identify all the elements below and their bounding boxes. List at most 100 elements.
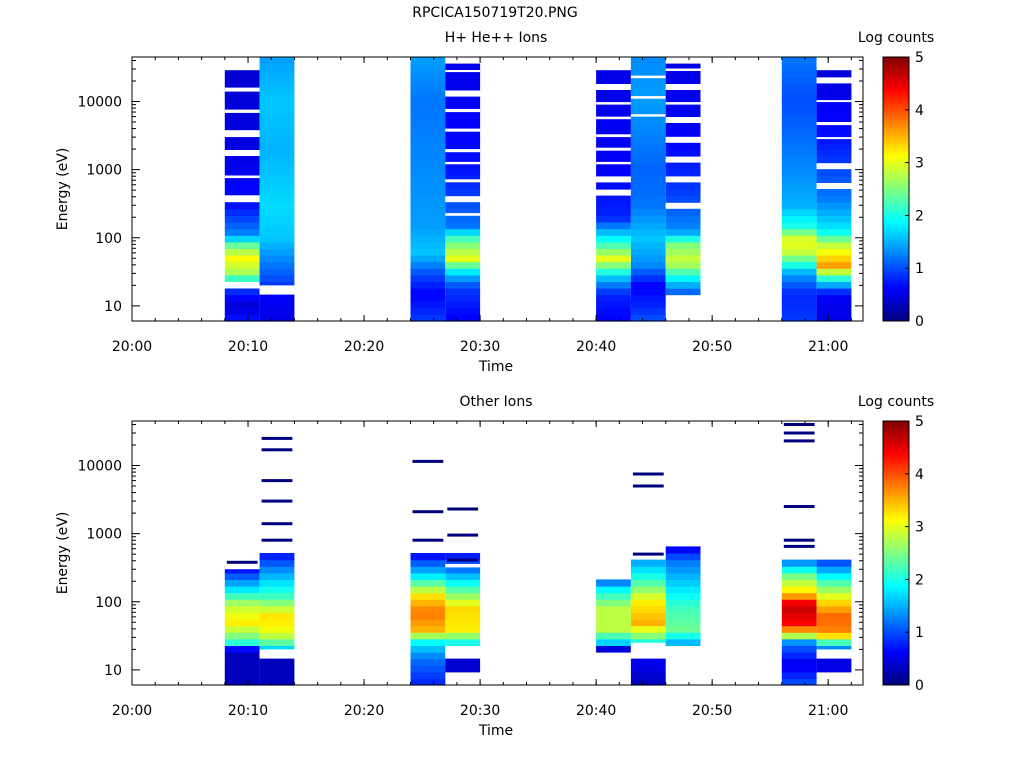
heatmap-cell	[816, 625, 852, 633]
heatmap-cell	[630, 301, 666, 309]
heatmap-cell	[410, 579, 446, 587]
heatmap-cell	[596, 70, 631, 78]
heatmap-cell	[665, 123, 701, 131]
heatmap-cell	[596, 314, 631, 322]
heatmap-cell	[816, 586, 852, 594]
heatmap-cell	[596, 142, 631, 150]
heatmap-cell	[410, 281, 446, 289]
heatmap-cell	[816, 605, 852, 613]
heatmap-cell	[259, 632, 295, 640]
heatmap-cell	[224, 235, 260, 243]
heatmap-cell	[630, 109, 666, 117]
heatmap-cell	[410, 149, 446, 157]
heatmap-cell	[630, 76, 666, 84]
heatmap-cell	[445, 248, 481, 256]
heatmap-cell	[596, 195, 631, 203]
heatmap-cell	[259, 605, 295, 613]
heatmap-cell	[781, 123, 817, 131]
heatmap-cell	[781, 116, 817, 124]
heatmap-cell	[630, 625, 666, 633]
colorbar	[882, 420, 910, 686]
heatmap-cell	[596, 307, 631, 315]
heatmap-cell	[630, 215, 666, 223]
heatmap-cell	[630, 156, 666, 164]
heatmap-cell	[596, 208, 631, 216]
heatmap-cell	[410, 70, 446, 78]
heatmap-cell	[596, 619, 631, 627]
heatmap-cell	[445, 612, 481, 620]
gap-stripe	[665, 86, 701, 90]
heatmap-cell	[781, 103, 817, 111]
heatmap-cell	[445, 215, 481, 223]
heatmap-cell	[410, 314, 446, 322]
heatmap-cell	[665, 70, 701, 78]
heatmap-cell	[410, 189, 446, 197]
heatmap-cell	[781, 645, 817, 653]
heatmap-cell	[781, 149, 817, 157]
isolated-count-line	[783, 505, 815, 508]
heatmap-cell	[259, 294, 295, 302]
heatmap-cell	[816, 142, 852, 150]
heatmap-cell	[224, 592, 260, 600]
heatmap-cell	[259, 579, 295, 587]
isolated-count-line	[783, 439, 815, 443]
heatmap-cell	[259, 566, 295, 574]
heatmap-cell	[665, 625, 701, 633]
isolated-count-line	[632, 472, 664, 476]
heatmap-cell	[259, 175, 295, 183]
heatmap-cell	[259, 90, 295, 98]
y-tick-label: 10	[104, 663, 122, 679]
gap-stripe	[816, 137, 852, 140]
heatmap-cell	[410, 605, 446, 613]
heatmap-cell	[630, 665, 666, 673]
heatmap-cell	[259, 274, 295, 282]
heatmap-cell	[259, 665, 295, 673]
heatmap-cell	[665, 605, 701, 613]
heatmap-cell	[816, 599, 852, 607]
heatmap-cell	[665, 572, 701, 580]
heatmap-cell	[259, 228, 295, 236]
colorbar-tick-label: 4	[915, 467, 924, 483]
heatmap-cell	[781, 678, 817, 686]
x-tick-label: 20:30	[460, 703, 500, 719]
gap-stripe	[410, 546, 446, 549]
heatmap-cell	[665, 208, 701, 216]
heatmap-cell	[630, 294, 666, 302]
isolated-count-line	[226, 560, 258, 564]
heatmap-cell	[816, 175, 852, 183]
heatmap-cell	[596, 294, 631, 302]
heatmap-cell	[665, 162, 701, 170]
gap-stripe	[445, 128, 481, 132]
heatmap-cell	[410, 566, 446, 574]
isolated-count-line	[447, 533, 479, 537]
heatmap-cell	[445, 63, 481, 71]
heatmap-cell	[781, 215, 817, 223]
heatmap-cell	[665, 222, 701, 230]
heatmap-cell	[259, 63, 295, 71]
heatmap-cell	[224, 76, 260, 84]
heatmap-cell	[259, 612, 295, 620]
heatmap-cell	[224, 116, 260, 124]
heatmap-cell	[410, 208, 446, 216]
heatmap-cell	[410, 307, 446, 315]
heatmap-cell	[665, 288, 701, 296]
heatmap-cell	[410, 288, 446, 296]
gap-stripe	[445, 213, 481, 216]
heatmap-cell	[665, 553, 701, 561]
heatmap-cell	[781, 566, 817, 574]
heatmap-cell	[781, 162, 817, 170]
gap-stripe	[816, 78, 852, 81]
colorbar-ticks: 0 1 2 3 4 5	[905, 414, 924, 694]
heatmap-cell	[410, 645, 446, 653]
gap-stripe	[816, 183, 852, 186]
heatmap-cell	[224, 294, 260, 302]
heatmap-cell	[410, 572, 446, 580]
heatmap-cell	[665, 268, 701, 276]
colorbar-ticks: 0 1 2 3 4 5	[905, 50, 924, 330]
heatmap-cell	[224, 579, 260, 587]
heatmap-cell	[259, 202, 295, 210]
heatmap-cell	[781, 592, 817, 600]
heatmap-cell	[410, 156, 446, 164]
heatmap-cell	[630, 149, 666, 157]
heatmap-cell	[630, 195, 666, 203]
